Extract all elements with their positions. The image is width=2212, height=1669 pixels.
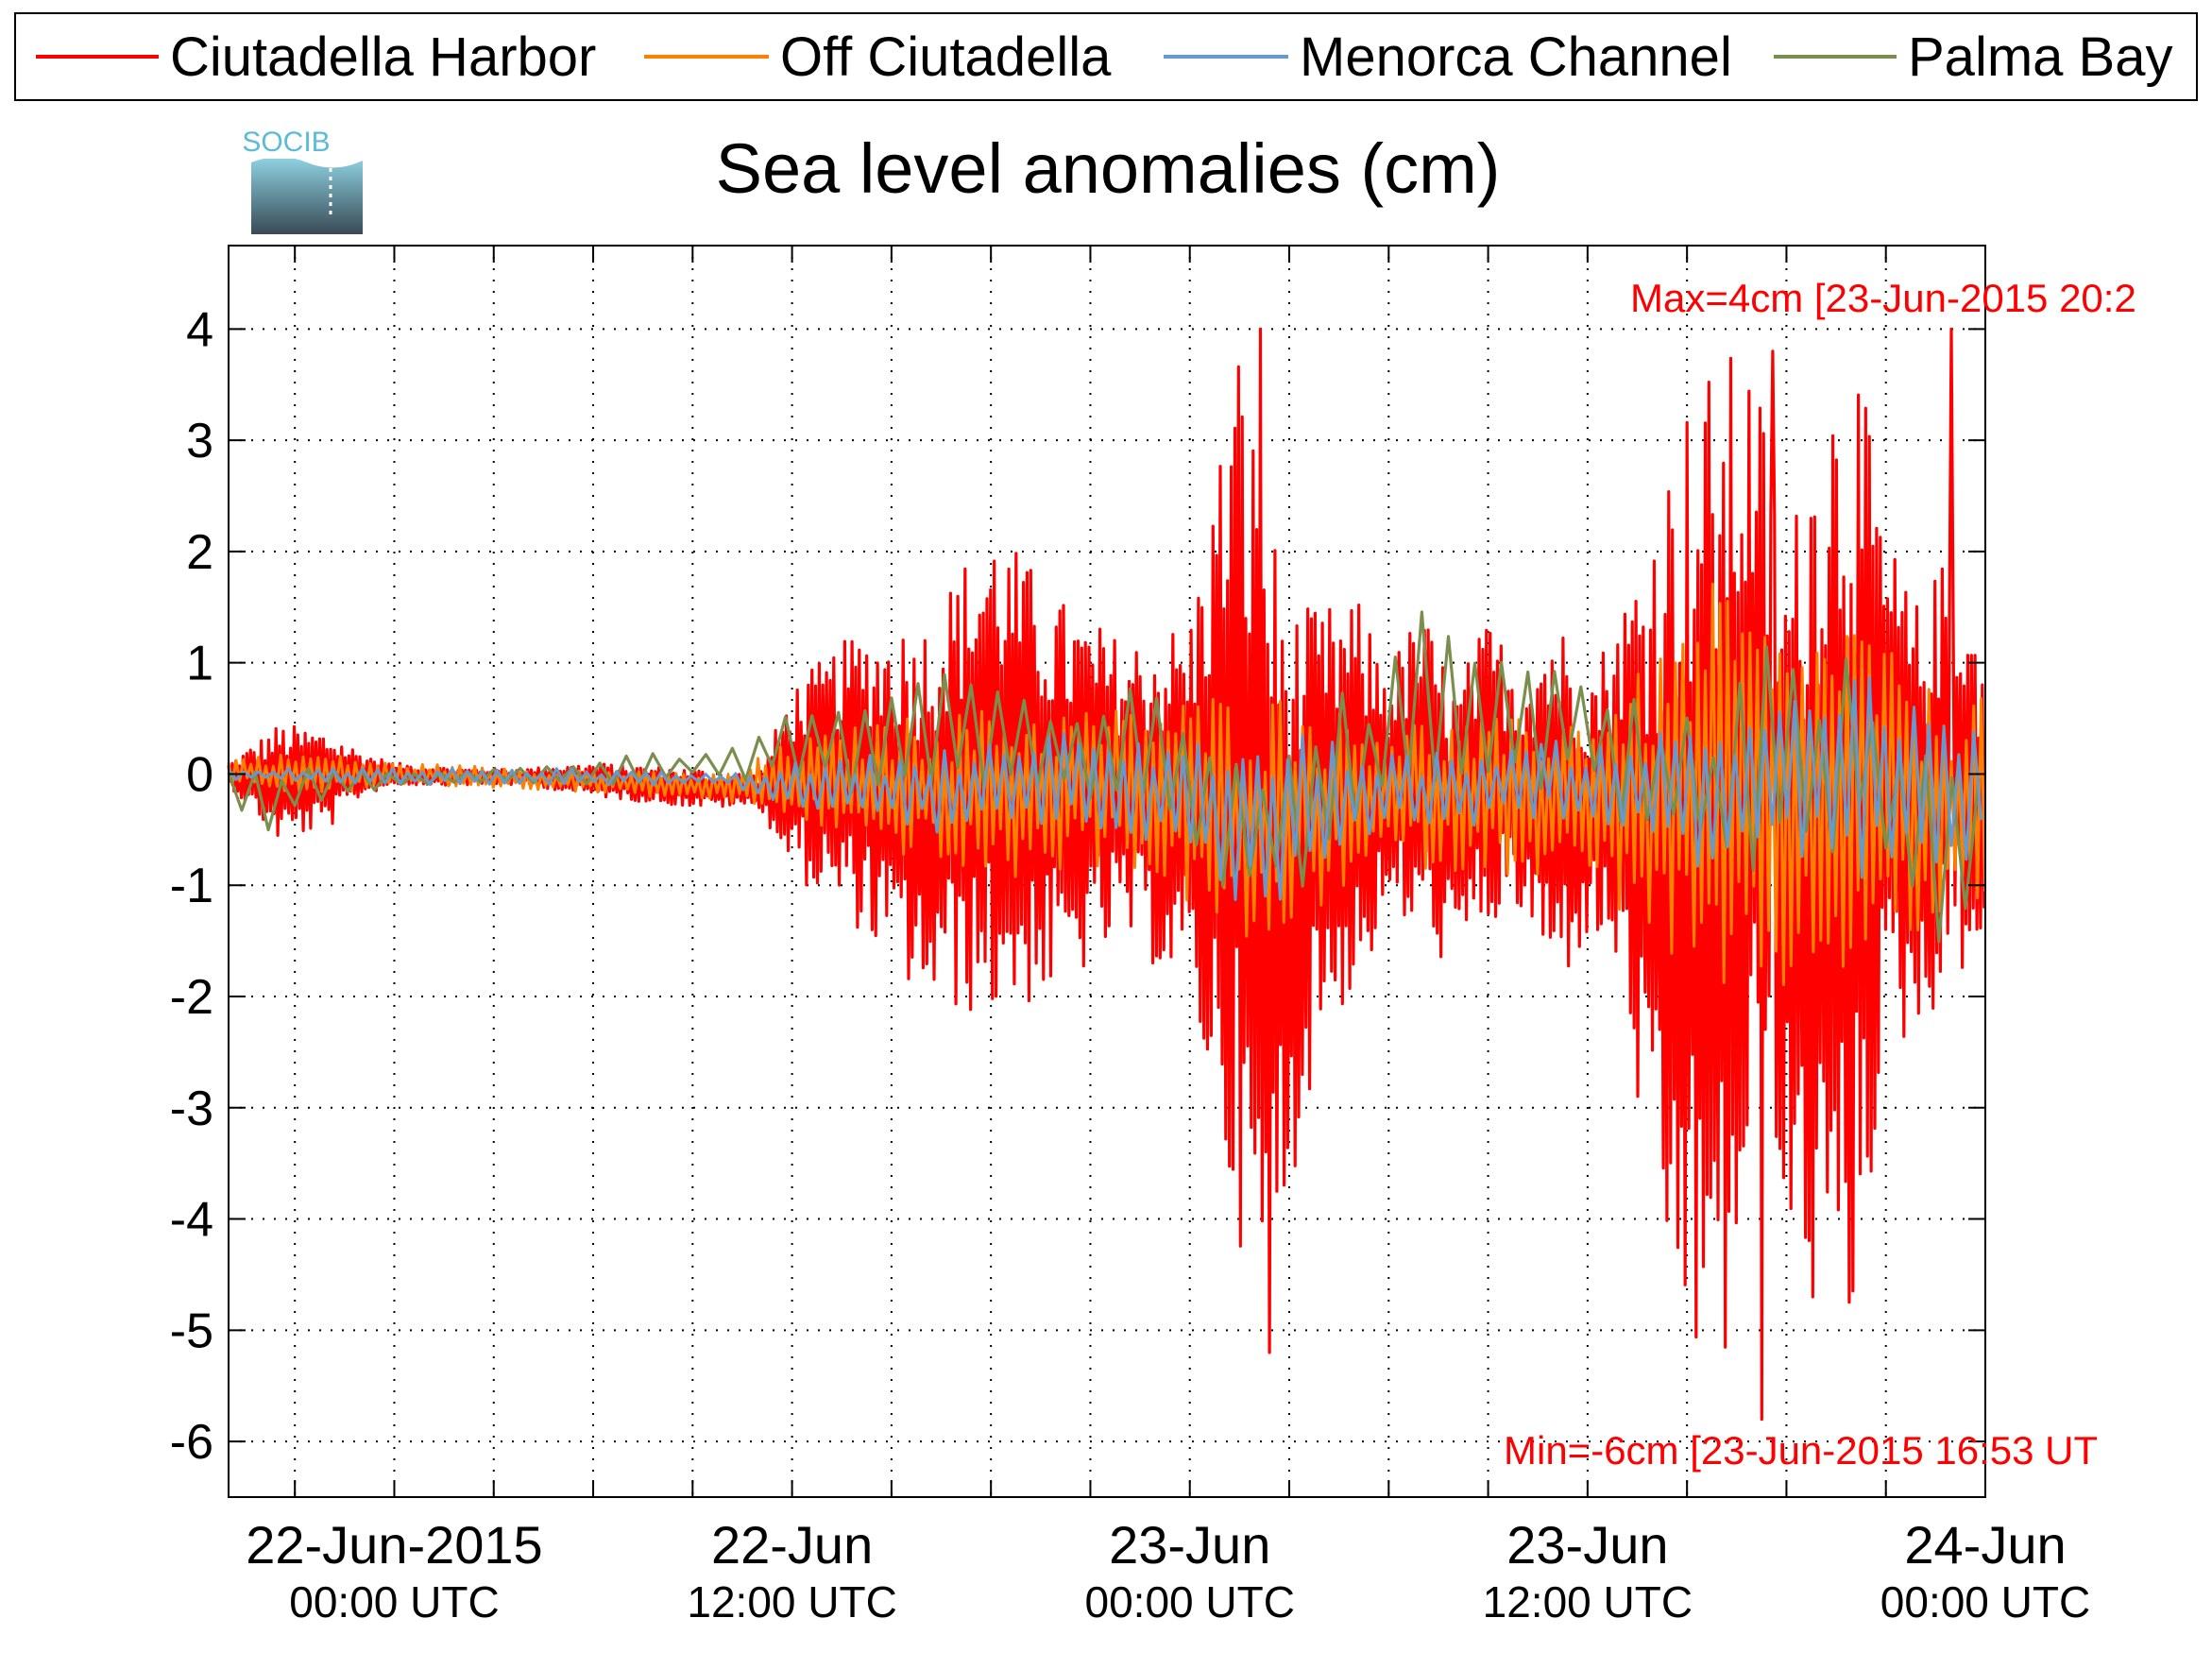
- y-tick-label: -1: [170, 859, 213, 913]
- series-line-palma-bay: [227, 610, 1981, 944]
- legend-label: Off Ciutadella: [780, 26, 1112, 88]
- y-tick-label: -6: [170, 1415, 213, 1470]
- axis-ticks: [229, 246, 1985, 1497]
- socib-logo: SOCIB: [242, 127, 363, 234]
- x-tick-label-date: 24-Jun: [1904, 1515, 2066, 1575]
- x-tick-label-date: 23-Jun: [1506, 1515, 1668, 1575]
- x-tick-label-time: 12:00 UTC: [1483, 1577, 1693, 1626]
- min-annotation: Min=-6cm [23-Jun-2015 16:53 UT: [1504, 1428, 2098, 1473]
- y-tick-label: -5: [170, 1303, 213, 1358]
- x-tick-label-time: 00:00 UTC: [1880, 1577, 2090, 1626]
- series-line-menorca-channel: [227, 675, 1983, 901]
- plot-frame: [228, 245, 1986, 1498]
- y-tick-label: -3: [170, 1081, 213, 1136]
- x-tick-label-date: 22-Jun: [711, 1515, 873, 1575]
- y-tick-labels: 4 3 2 1 0 -1 -2 -3 -4 -5 -6: [170, 302, 213, 1470]
- max-annotation: Max=4cm [23-Jun-2015 20:2: [1630, 276, 2136, 320]
- x-tick-label-date: 23-Jun: [1109, 1515, 1270, 1575]
- x-tick-label-time: 00:00 UTC: [1085, 1577, 1295, 1626]
- y-tick-label: 0: [186, 747, 213, 802]
- legend-label: Menorca Channel: [1300, 26, 1732, 88]
- legend-label: Ciutadella Harbor: [170, 26, 596, 88]
- y-tick-label: 1: [186, 637, 213, 691]
- chart-title: Sea level anomalies (cm): [716, 129, 1501, 208]
- logo-text: SOCIB: [242, 127, 330, 158]
- series-lines: [227, 327, 1987, 1422]
- x-tick-label-time: 12:00 UTC: [687, 1577, 896, 1626]
- y-tick-label: 4: [186, 302, 213, 357]
- y-tick-label: -4: [170, 1193, 213, 1248]
- y-tick-label: -2: [170, 970, 213, 1025]
- legend-label: Palma Bay: [1908, 26, 2172, 88]
- legend: Ciutadella Harbor Off Ciutadella Menorca C…: [14, 12, 2198, 101]
- x-tick-label-date: 22-Jun-2015: [246, 1515, 542, 1575]
- y-tick-label: 3: [186, 414, 213, 468]
- x-tick-label-time: 00:00 UTC: [289, 1577, 499, 1626]
- y-tick-label: 2: [186, 525, 213, 580]
